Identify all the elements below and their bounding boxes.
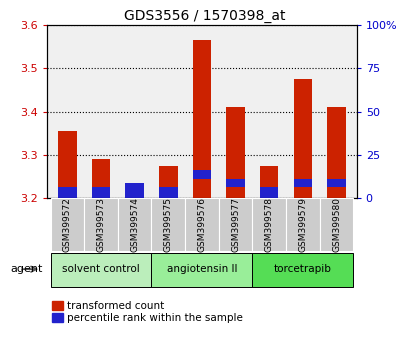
- Bar: [326, 107, 345, 198]
- Bar: [252, 253, 353, 287]
- Bar: [125, 183, 144, 198]
- Bar: [226, 179, 244, 187]
- Text: solvent control: solvent control: [62, 264, 139, 274]
- Text: GSM399580: GSM399580: [331, 197, 340, 252]
- Bar: [159, 166, 177, 198]
- Bar: [92, 187, 110, 198]
- Bar: [252, 198, 285, 251]
- Bar: [285, 198, 319, 251]
- Bar: [218, 198, 252, 251]
- Text: GSM399576: GSM399576: [197, 197, 206, 252]
- Bar: [58, 187, 76, 198]
- Bar: [293, 179, 311, 187]
- Text: GSM399578: GSM399578: [264, 197, 273, 252]
- Bar: [319, 198, 353, 251]
- Bar: [50, 253, 151, 287]
- Bar: [151, 198, 184, 251]
- Text: GSM399577: GSM399577: [231, 197, 240, 252]
- Bar: [50, 198, 84, 251]
- Bar: [259, 187, 278, 198]
- Bar: [117, 198, 151, 251]
- Text: GSM399575: GSM399575: [163, 197, 172, 252]
- Text: torcetrapib: torcetrapib: [273, 264, 331, 274]
- Text: GDS3556 / 1570398_at: GDS3556 / 1570398_at: [124, 9, 285, 23]
- Bar: [84, 198, 117, 251]
- Legend: transformed count, percentile rank within the sample: transformed count, percentile rank withi…: [52, 301, 242, 324]
- Bar: [293, 79, 311, 198]
- Text: agent: agent: [11, 264, 43, 274]
- Bar: [192, 170, 211, 179]
- Text: GSM399579: GSM399579: [298, 197, 307, 252]
- Bar: [192, 40, 211, 198]
- Bar: [159, 187, 177, 198]
- Bar: [184, 198, 218, 251]
- Text: GSM399574: GSM399574: [130, 197, 139, 252]
- Bar: [326, 179, 345, 187]
- Bar: [92, 159, 110, 198]
- Text: GSM399572: GSM399572: [63, 197, 72, 252]
- Text: GSM399573: GSM399573: [96, 197, 105, 252]
- Bar: [58, 131, 76, 198]
- Bar: [125, 187, 144, 198]
- Text: angiotensin II: angiotensin II: [166, 264, 236, 274]
- Bar: [259, 166, 278, 198]
- Bar: [226, 107, 244, 198]
- Bar: [151, 253, 252, 287]
